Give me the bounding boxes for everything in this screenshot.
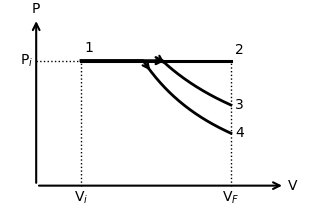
Text: 3: 3 — [235, 98, 244, 112]
Text: 2: 2 — [235, 43, 244, 57]
Text: V: V — [288, 179, 297, 193]
Text: V$_i$: V$_i$ — [74, 190, 88, 206]
Text: P$_i$: P$_i$ — [20, 52, 33, 69]
Text: 4: 4 — [235, 126, 244, 140]
Text: 1: 1 — [84, 41, 93, 55]
Text: V$_F$: V$_F$ — [222, 190, 240, 206]
Text: P: P — [32, 2, 40, 16]
